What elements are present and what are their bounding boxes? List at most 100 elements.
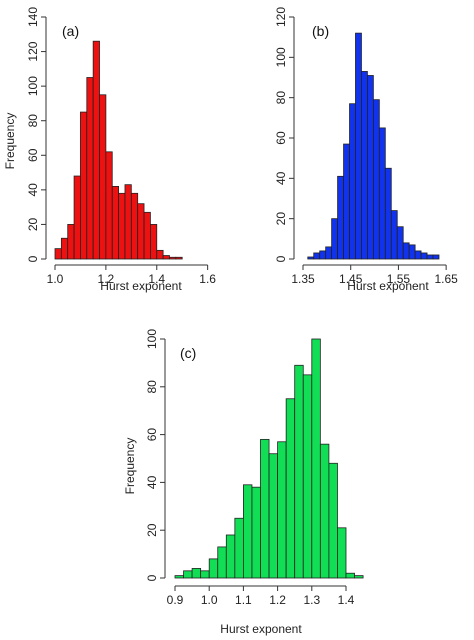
histogram-bar [80, 111, 88, 260]
histogram-bar [349, 103, 356, 260]
y-tick-label: 120 [26, 41, 40, 61]
panel-c-ylabel: Frequency [123, 438, 137, 495]
x-tick-label: 1.65 [434, 272, 458, 286]
panel-b-xlabel: Hurst exponent [347, 279, 429, 293]
x-tick-label: 1.2 [98, 272, 115, 286]
y-tick-label: 20 [26, 217, 40, 231]
histogram-bar [156, 249, 164, 260]
histogram-bar [54, 248, 62, 260]
histogram-bar [92, 40, 100, 260]
histogram-bar [137, 203, 145, 260]
panel-a-bars [54, 40, 183, 260]
panel-c-xlabel: Hurst exponent [220, 622, 302, 636]
x-tick-label: 1.1 [235, 593, 252, 607]
x-tick-label: 1.4 [338, 593, 355, 607]
panel-a-ylabel: Frequency [3, 113, 17, 170]
x-tick-label: 1.55 [387, 272, 411, 286]
y-tick-label: 80 [26, 114, 40, 128]
x-tick-label: 1.35 [291, 272, 315, 286]
histogram-bar [124, 184, 132, 260]
x-tick-label: 1.2 [269, 593, 286, 607]
histogram-bar [337, 175, 344, 260]
histogram-bar [183, 570, 193, 579]
histogram-bar [354, 575, 364, 579]
y-tick-label: 100 [274, 47, 288, 67]
y-tick-label: 0 [145, 574, 159, 581]
histogram-bar [200, 570, 210, 579]
histogram-bar [294, 364, 304, 579]
x-tick-label: 1.0 [201, 593, 218, 607]
histogram-bar [432, 254, 440, 260]
y-tick-label: 0 [274, 255, 288, 262]
histogram-bar [311, 338, 321, 579]
histogram-bar [143, 211, 151, 260]
histogram-bar [361, 71, 368, 260]
x-tick-label: 1.45 [339, 272, 363, 286]
y-tick-label: 40 [145, 475, 159, 489]
histogram-bar [345, 572, 355, 579]
histogram-bar [408, 244, 416, 260]
histogram-bar [67, 224, 75, 260]
histogram-bar [372, 99, 380, 260]
y-tick-label: 80 [145, 380, 159, 394]
x-tick-label: 1.4 [148, 272, 165, 286]
panel-c-tag: (c) [180, 345, 196, 361]
histogram-bar [162, 255, 170, 260]
y-tick-label: 140 [26, 7, 40, 27]
y-tick-label: 20 [274, 212, 288, 226]
y-tick-label: 20 [145, 523, 159, 537]
panel-c-axes: 0.9 1.0 1.1 1.2 1.3 1.4 0 20 40 60 80 100 [145, 329, 355, 607]
histogram-bar [217, 546, 227, 579]
y-tick-label: 60 [145, 428, 159, 442]
histogram-bar [331, 218, 338, 260]
histogram-bar [420, 252, 428, 260]
histogram-bar [343, 143, 350, 260]
y-tick-label: 0 [26, 255, 40, 262]
y-tick-label: 60 [274, 131, 288, 145]
panel-b: (b) Hurst exponent 1.35 1.45 1.55 1.65 0 20 40… [274, 7, 458, 293]
panel-b-bars [307, 32, 440, 260]
panel-a-xlabel: Hurst exponent [100, 279, 182, 293]
histogram-bar [150, 224, 158, 260]
histogram-bar [378, 127, 386, 260]
histogram-bar [225, 534, 236, 579]
histogram-bar [60, 237, 69, 260]
panel-a-tag: (a) [62, 23, 79, 39]
histogram-bar [175, 256, 183, 260]
histogram-bar [307, 256, 315, 260]
x-tick-label: 1.6 [199, 272, 216, 286]
histogram-bar [234, 517, 244, 579]
histogram-bar [313, 252, 321, 260]
panel-c-bars [174, 338, 364, 579]
histogram-bar [105, 151, 113, 260]
panel-b-axes: 1.35 1.45 1.55 1.65 0 20 40 60 80 100 120 [274, 7, 458, 286]
histogram-bar [402, 242, 410, 260]
y-tick-label: 100 [145, 329, 159, 349]
histogram-bar [390, 210, 398, 260]
histogram-bar [118, 192, 126, 260]
histogram-bar [191, 568, 202, 579]
histogram-bar [319, 443, 330, 579]
histogram-bar [260, 438, 270, 579]
histogram-bar [384, 167, 392, 260]
y-tick-label: 80 [274, 91, 288, 105]
y-tick-label: 40 [274, 171, 288, 185]
histogram-bar [277, 441, 287, 579]
x-tick-label: 0.9 [167, 593, 184, 607]
histogram-bar [414, 250, 422, 260]
histogram-bar [319, 250, 327, 260]
panel-a-axes: 1.0 1.2 1.4 1.6 0 20 40 60 80 100 120 140 [26, 7, 216, 286]
x-tick-label: 1.3 [303, 593, 320, 607]
histogram-bar [86, 77, 94, 260]
histogram-bar [242, 484, 253, 579]
histogram-bar [111, 185, 120, 260]
histogram-bar [130, 192, 139, 260]
histogram-bar [174, 575, 184, 579]
histogram-bar [73, 175, 81, 260]
histogram-bar [169, 256, 177, 260]
y-tick-label: 120 [274, 7, 288, 27]
panel-b-tag: (b) [312, 23, 329, 39]
histogram-bar [355, 32, 362, 260]
y-tick-label: 40 [26, 183, 40, 197]
